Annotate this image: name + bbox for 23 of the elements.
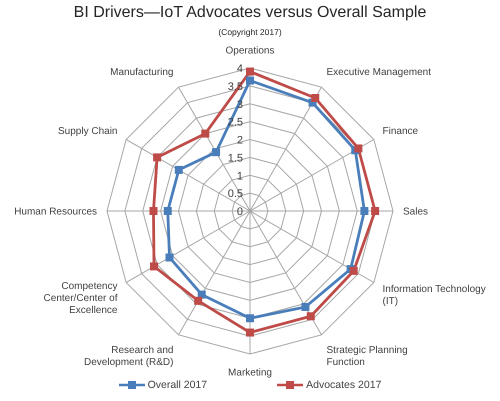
y-tick-label: 0 bbox=[236, 206, 243, 218]
spoke-label: Finance bbox=[382, 126, 419, 137]
y-tick-label: 1 bbox=[236, 170, 243, 182]
spoke-label: Competency Center/Center of Excellence bbox=[44, 280, 118, 316]
y-tick-label: 3 bbox=[236, 98, 243, 111]
y-tick-label: 4 bbox=[236, 63, 243, 75]
spoke-label: Manufacturing bbox=[110, 66, 174, 78]
spoke-label: Research and Development (R&D) bbox=[84, 344, 174, 368]
y-tick-label: 0.5 bbox=[228, 188, 243, 200]
spoke-label: Supply Chain bbox=[58, 126, 118, 137]
spoke-label: Human Resources bbox=[14, 206, 97, 218]
spoke-label: Strategic Planning Function bbox=[326, 344, 408, 368]
spoke-label: Operations bbox=[226, 45, 274, 56]
legend-label: Advocates 2017 bbox=[306, 379, 382, 391]
y-tick-label: 2 bbox=[236, 134, 243, 146]
chart-title: BI Drivers—IoT Advocates versus Overall Sample bbox=[72, 3, 428, 23]
spoke-label: Marketing bbox=[228, 367, 272, 378]
spoke-label: Sales bbox=[403, 206, 428, 218]
spoke-label: Executive Management bbox=[326, 66, 432, 78]
spoke-label: Information Technology (IT) bbox=[382, 284, 486, 307]
chart-subtitle: (Copyright 2017) bbox=[217, 26, 283, 38]
legend-label: Overall 2017 bbox=[148, 379, 208, 391]
y-tick-label: 1.5 bbox=[228, 152, 243, 164]
